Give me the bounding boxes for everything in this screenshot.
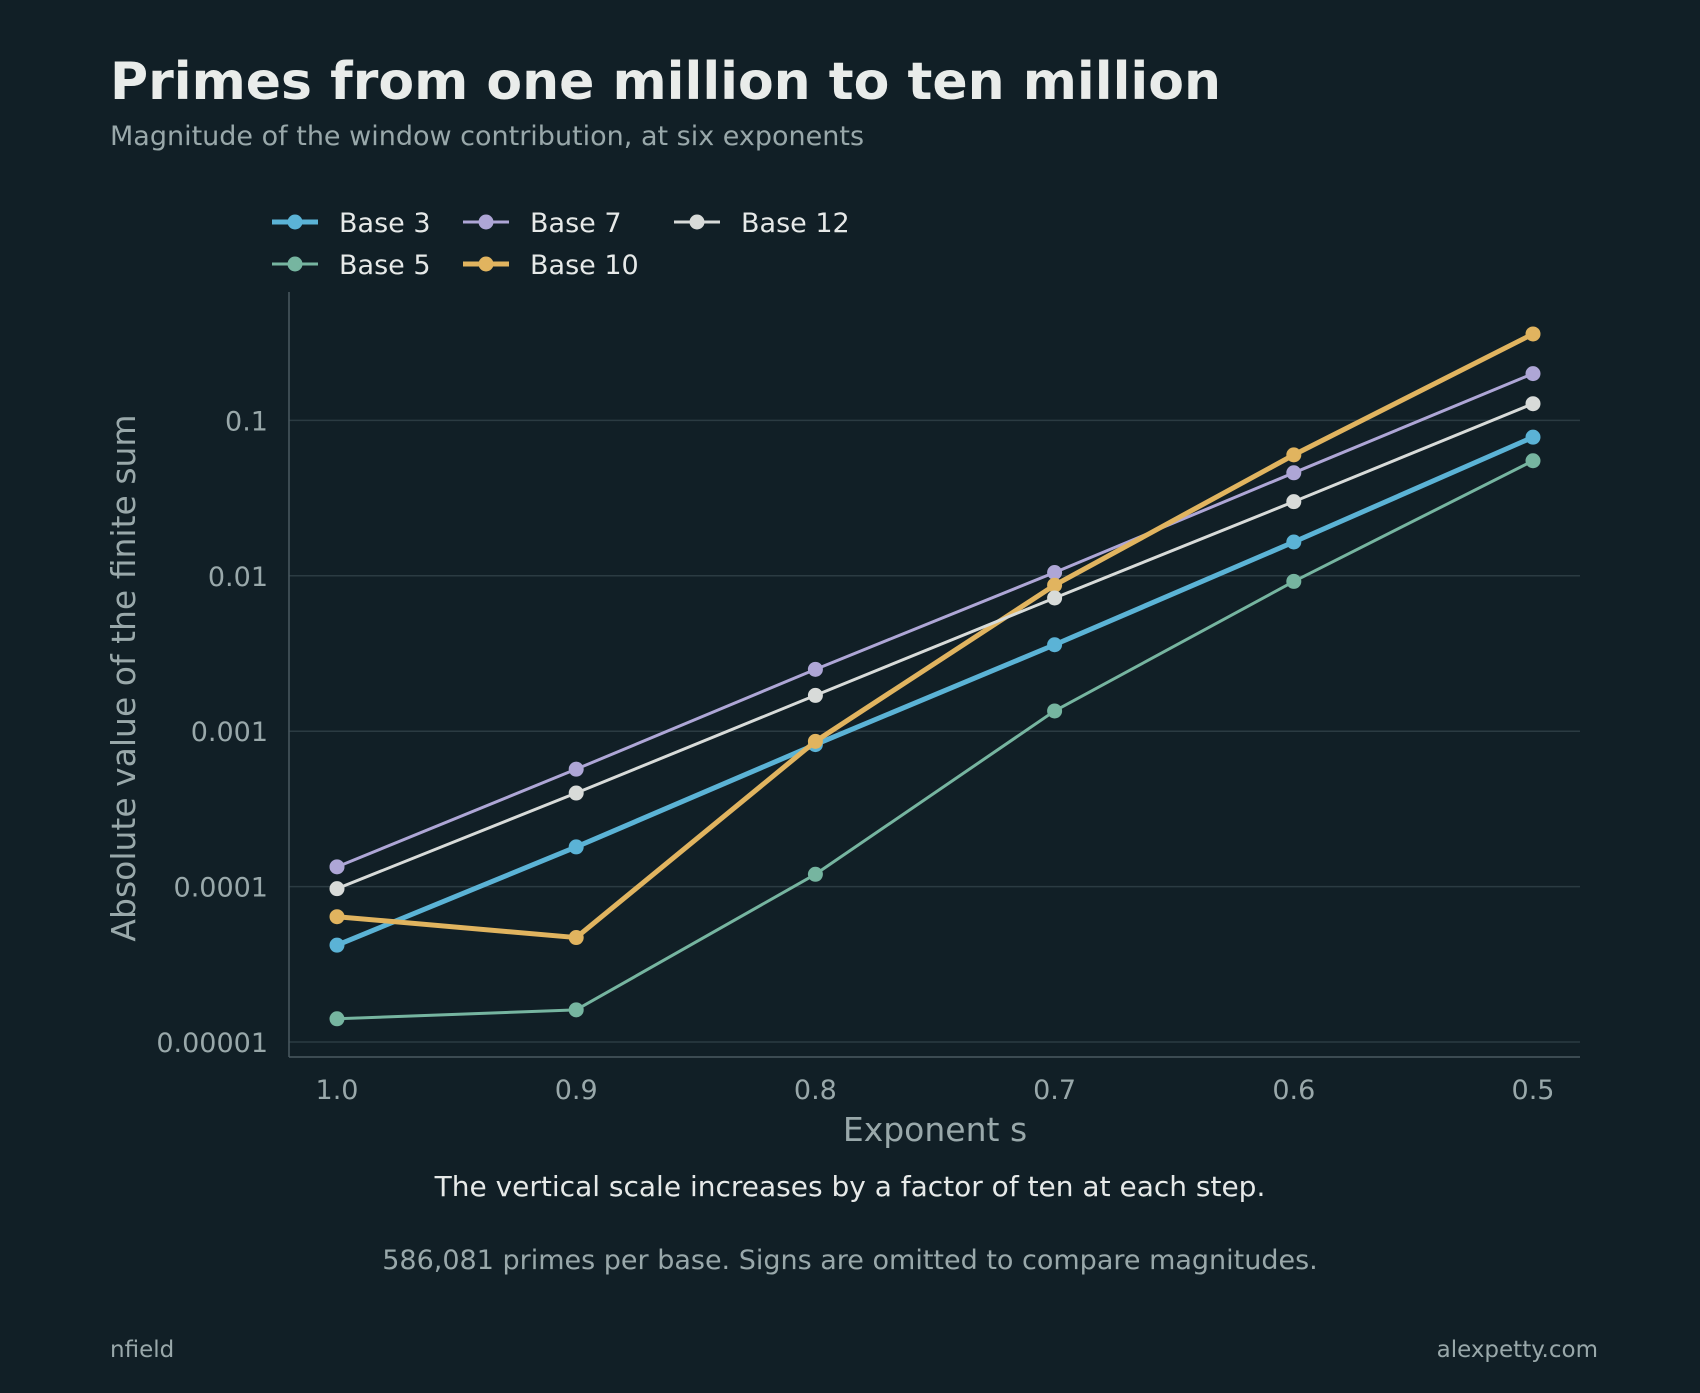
- x-axis-title: Exponent s: [843, 1110, 1027, 1149]
- data-point: [329, 859, 345, 875]
- data-point: [807, 866, 823, 882]
- data-point: [568, 761, 584, 777]
- legend-label: Base 7: [530, 208, 622, 239]
- data-point: [1047, 577, 1063, 593]
- data-point: [1286, 447, 1302, 463]
- data-point: [1286, 494, 1302, 510]
- chart-title: Primes from one million to ten million: [110, 52, 1221, 112]
- data-point: [329, 881, 345, 897]
- data-point: [1525, 453, 1541, 469]
- x-tick-label: 0.5: [1512, 1075, 1555, 1106]
- legend-marker: [689, 214, 705, 230]
- data-point: [1047, 565, 1063, 581]
- legend-label: Base 12: [741, 208, 850, 239]
- chart-caption: The vertical scale increases by a factor…: [434, 1170, 1266, 1203]
- legend-label: Base 5: [339, 250, 431, 281]
- y-tick-label: 0.001: [191, 717, 268, 748]
- legend-item: Base 5: [272, 250, 431, 281]
- series-base-7: [329, 366, 1541, 875]
- series-line: [334, 434, 1536, 948]
- legend-item: Base 7: [463, 208, 622, 239]
- data-point: [1525, 366, 1541, 382]
- footer-credit: nfield: [110, 1337, 175, 1363]
- x-tick-label: 0.7: [1033, 1075, 1076, 1106]
- y-tick-label: 0.00001: [156, 1028, 268, 1059]
- grid-lines: [289, 419, 1580, 1043]
- chart-note: 586,081 primes per base. Signs are omitt…: [382, 1245, 1318, 1276]
- x-tick-label: 0.6: [1272, 1075, 1315, 1106]
- series-line: [334, 331, 1536, 941]
- legend-item: Base 3: [272, 208, 431, 239]
- series-base-10: [329, 326, 1541, 946]
- data-point: [1286, 573, 1302, 589]
- data-point: [1525, 396, 1541, 412]
- data-point: [1047, 703, 1063, 719]
- data-point: [568, 839, 584, 855]
- series-lines: [329, 326, 1541, 1027]
- legend-item: Base 10: [463, 250, 639, 281]
- legend-marker: [478, 256, 494, 272]
- x-tick-label: 0.9: [555, 1075, 598, 1106]
- legend-marker: [287, 214, 303, 230]
- series-line: [335, 372, 1535, 869]
- data-point: [329, 937, 345, 953]
- data-point: [807, 661, 823, 677]
- y-tick-label: 0.0001: [174, 873, 268, 904]
- series-base-12: [329, 396, 1541, 897]
- legend-item: Base 12: [674, 208, 850, 239]
- data-point: [329, 909, 345, 925]
- data-point: [568, 930, 584, 946]
- series-line: [335, 402, 1535, 891]
- data-point: [1286, 534, 1302, 550]
- legend-label: Base 10: [530, 250, 639, 281]
- data-point: [329, 1011, 345, 1027]
- series-line: [335, 459, 1535, 1021]
- data-point: [1047, 590, 1063, 606]
- data-point: [807, 687, 823, 703]
- x-tick-label: 0.8: [794, 1075, 837, 1106]
- legend-label: Base 3: [339, 208, 431, 239]
- data-point: [568, 785, 584, 801]
- axes: 0.00001 0.0001 0.001 0.01 0.1 1.0 0.9 0.8 0.7 0.6…: [156, 292, 1580, 1106]
- footer-site: alexpetty.com: [1436, 1337, 1598, 1363]
- data-point: [1047, 637, 1063, 653]
- legend: Base 3 Base 5 Base 7 Base 10 Base 12: [272, 208, 850, 281]
- series-base-3: [329, 429, 1541, 953]
- chart-subtitle: Magnitude of the window contribution, at…: [110, 121, 865, 152]
- data-point: [1286, 465, 1302, 481]
- y-tick-label: 0.01: [208, 562, 268, 593]
- y-axis-title: Absolute value of the finite sum: [104, 414, 143, 941]
- data-point: [568, 1002, 584, 1018]
- data-point: [807, 733, 823, 749]
- data-point: [1525, 326, 1541, 342]
- legend-marker: [478, 214, 494, 230]
- x-tick-label: 1.0: [316, 1075, 359, 1106]
- series-base-5: [329, 453, 1541, 1027]
- legend-marker: [287, 256, 303, 272]
- data-point: [1525, 429, 1541, 445]
- y-tick-label: 0.1: [225, 406, 268, 437]
